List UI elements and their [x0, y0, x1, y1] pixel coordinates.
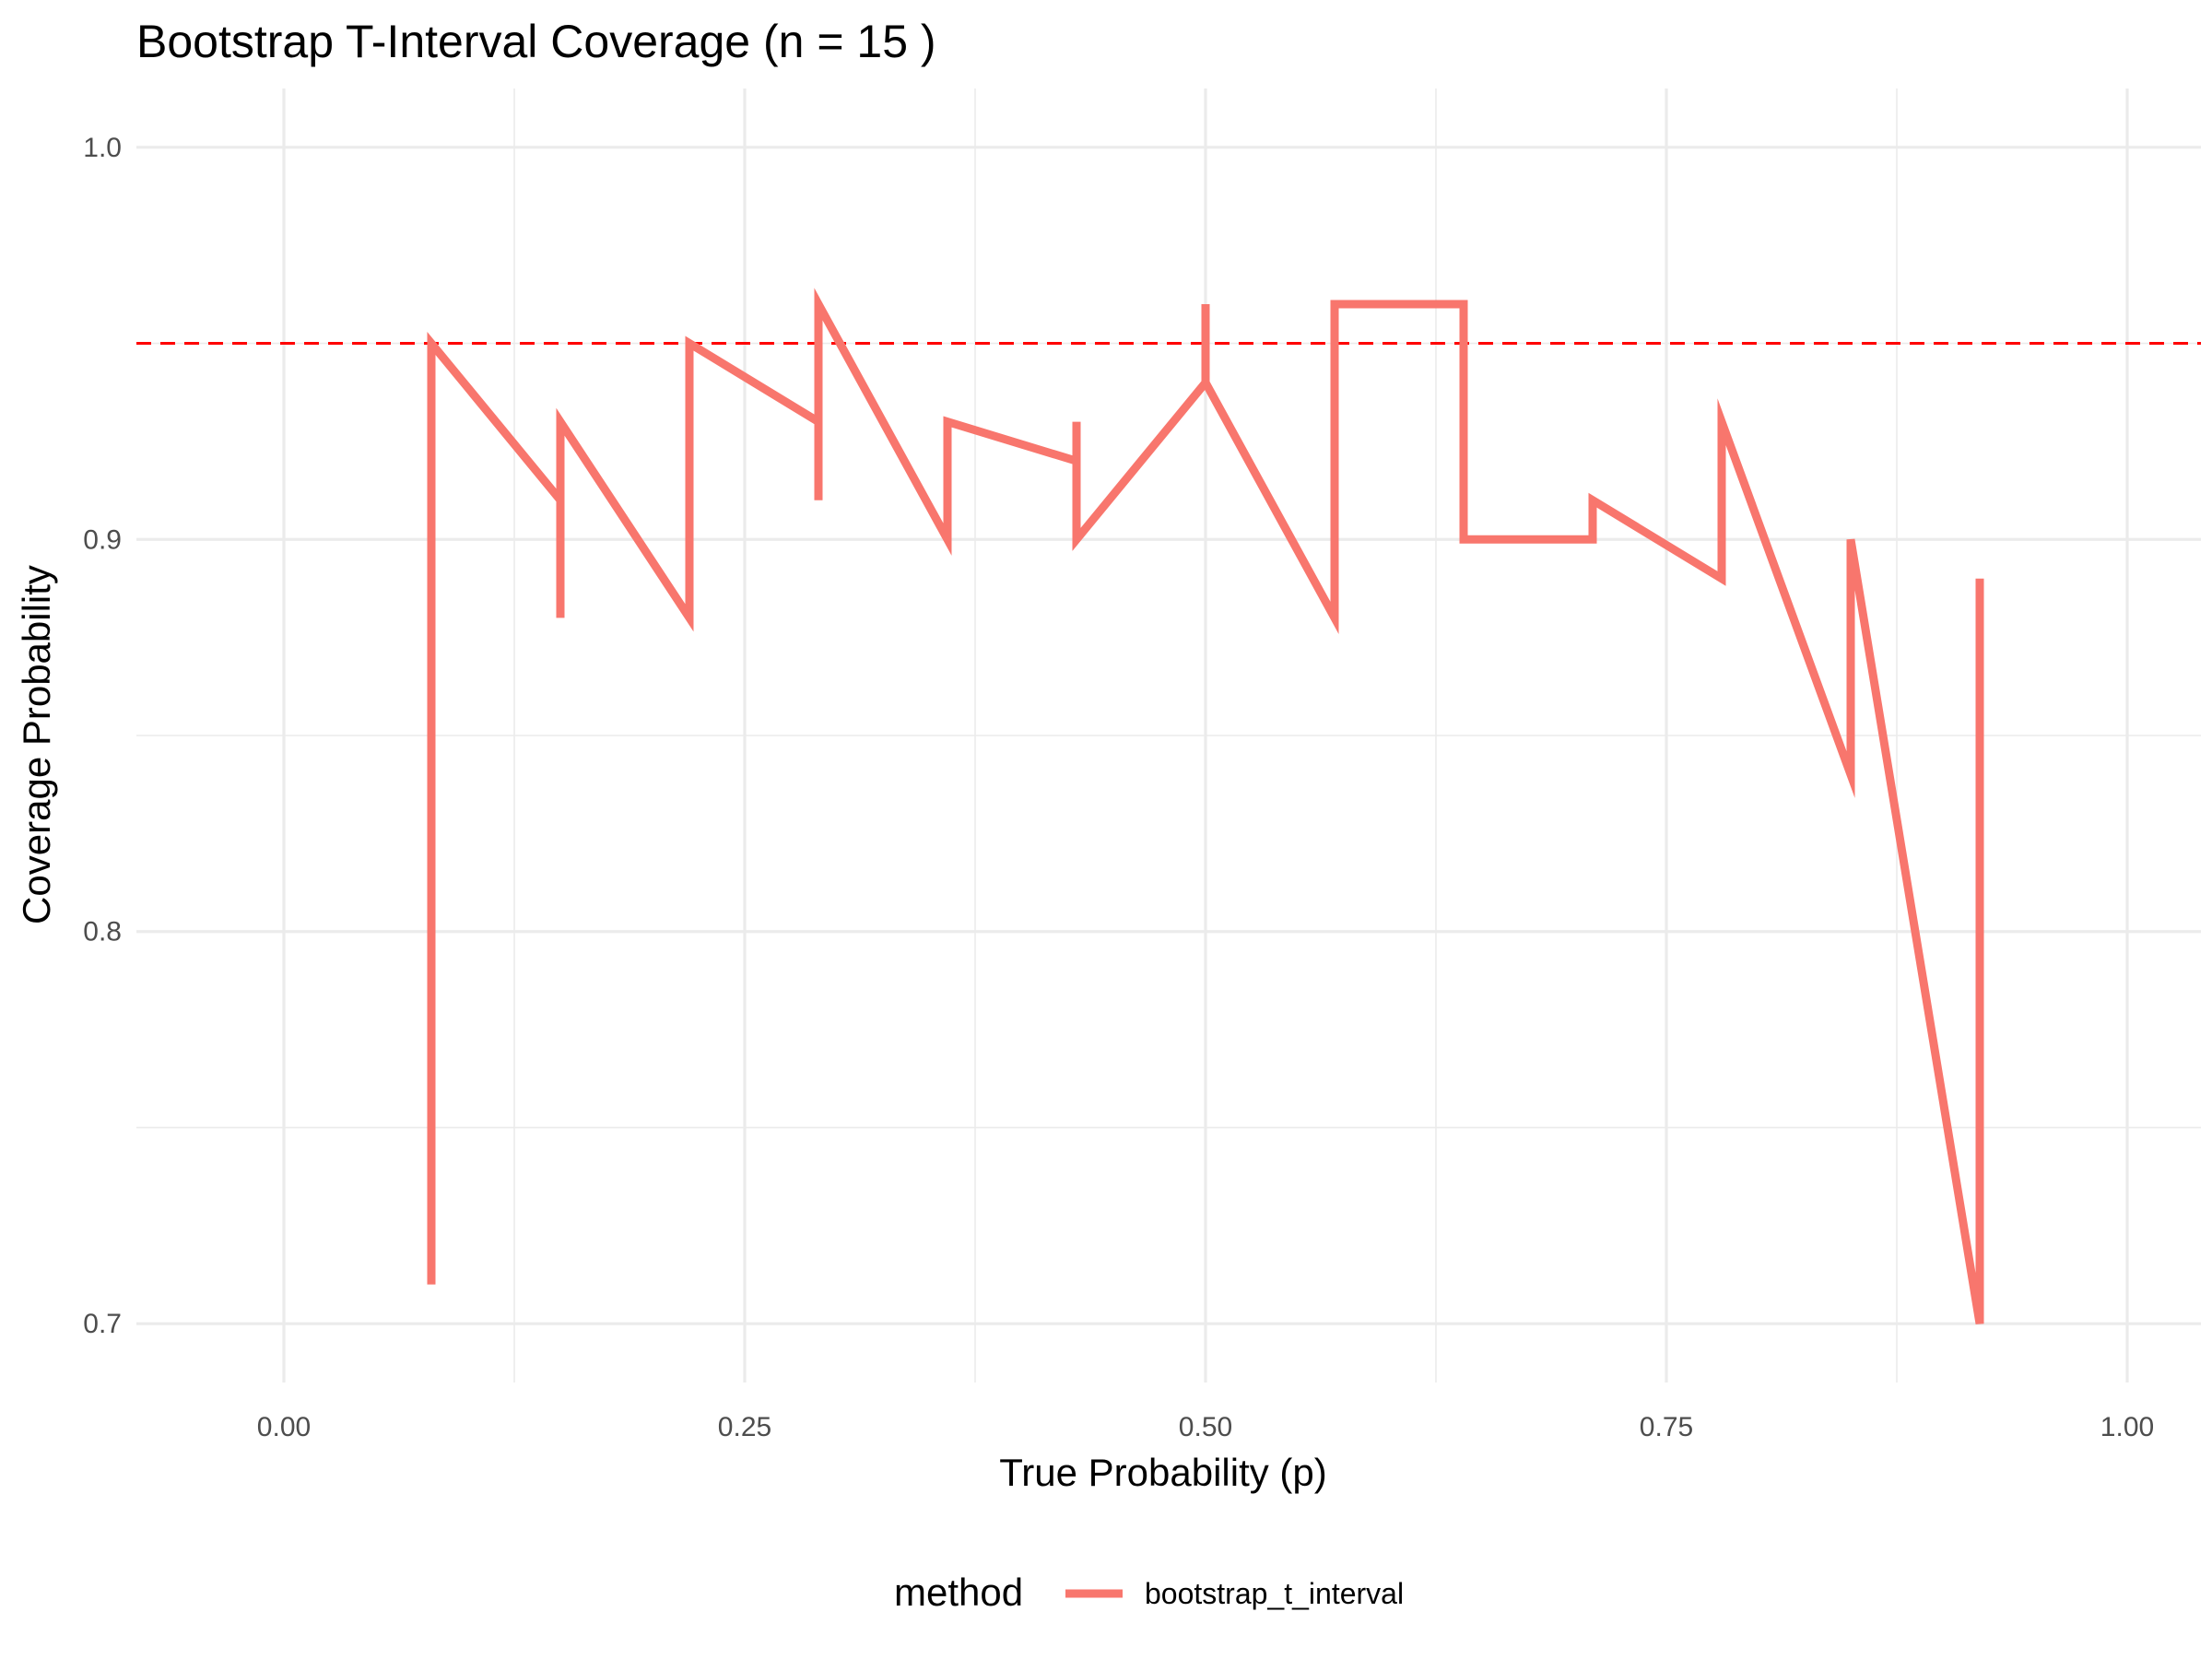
x-tick-label: 0.25 — [718, 1412, 771, 1442]
y-tick-label: 0.7 — [83, 1309, 122, 1339]
y-axis-ticks: 0.7 0.8 0.9 1.0 — [83, 133, 122, 1339]
x-tick-label: 0.00 — [257, 1412, 311, 1442]
x-tick-label: 1.00 — [2100, 1412, 2154, 1442]
grid — [136, 88, 2201, 1382]
y-axis-title: Coverage Probability — [15, 565, 58, 924]
y-tick-label: 1.0 — [83, 133, 122, 163]
chart-title: Bootstrap T-Interval Coverage (n = 15 ) — [136, 16, 936, 67]
x-tick-label: 0.50 — [1179, 1412, 1232, 1442]
y-tick-label: 0.9 — [83, 524, 122, 555]
x-tick-label: 0.75 — [1640, 1412, 1693, 1442]
x-axis-ticks: 0.00 0.25 0.50 0.75 1.00 — [257, 1412, 2154, 1442]
legend-title: method — [894, 1571, 1023, 1614]
y-tick-label: 0.8 — [83, 917, 122, 947]
x-axis-title: True Probability (p) — [999, 1451, 1327, 1494]
legend-label: bootstrap_t_interval — [1145, 1577, 1404, 1610]
series-layer — [427, 288, 1984, 1324]
legend: method bootstrap_t_interval — [894, 1571, 1404, 1614]
series-line — [427, 288, 1984, 1324]
